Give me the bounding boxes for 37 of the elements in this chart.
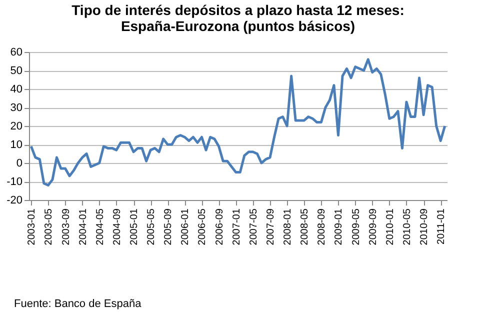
x-tick-label: 2007-09 [265, 208, 276, 246]
x-tick-label: 2008-09 [316, 208, 328, 246]
x-tick-label: 2011-01 [436, 208, 448, 244]
x-tick-label: 2007-01 [231, 208, 242, 246]
x-tick-label: 2010-09 [419, 208, 430, 246]
chart-title: Tipo de interés depósitos a plazo hasta 12 meses: España-Eurozona (puntos básicos) [72, 2, 404, 34]
x-tick-label: 2010-05 [402, 208, 413, 246]
x-tick-label: 2004-05 [94, 208, 106, 246]
x-tick-label: 2003-01 [26, 208, 38, 246]
y-tick-label: -20 [6, 194, 22, 206]
x-tick-label: 2008-01 [282, 208, 294, 246]
y-tick-label: 10 [10, 139, 22, 151]
y-tick-label: 0 [16, 158, 22, 170]
line-series [30, 58, 446, 186]
y-tick-label: 40 [10, 84, 22, 96]
x-tick-label: 2005-05 [146, 208, 158, 246]
x-tick-label: 2008-05 [300, 208, 311, 246]
y-tick-label: 20 [10, 120, 22, 132]
x-tick-label: 2010-01 [384, 208, 396, 246]
source-note: Fuente: Banco de España [14, 298, 142, 310]
x-tick-label: 2009-09 [368, 208, 379, 246]
x-tick-label: 2009-01 [334, 208, 345, 246]
y-tick-label: 50 [10, 65, 22, 77]
y-tick-label: 60 [10, 46, 22, 58]
x-tick-label: 2009-05 [350, 208, 362, 246]
x-tick-label: 2004-01 [78, 208, 89, 246]
x-tick-label: 2005-01 [129, 208, 140, 246]
x-tick-label: 2006-05 [197, 208, 208, 246]
x-tick-label: 2006-01 [180, 208, 192, 246]
x-tick-label: 2003-05 [44, 208, 55, 246]
y-tick-label: 30 [10, 102, 22, 114]
x-tick-label: 2005-09 [163, 208, 174, 246]
x-tick-label: 2003-09 [60, 208, 72, 246]
x-tick-label: 2006-09 [214, 208, 226, 246]
x-tick-label: 2007-05 [248, 208, 260, 246]
x-tick-label: 2004-09 [112, 208, 123, 246]
y-tick-label: -10 [6, 176, 22, 188]
